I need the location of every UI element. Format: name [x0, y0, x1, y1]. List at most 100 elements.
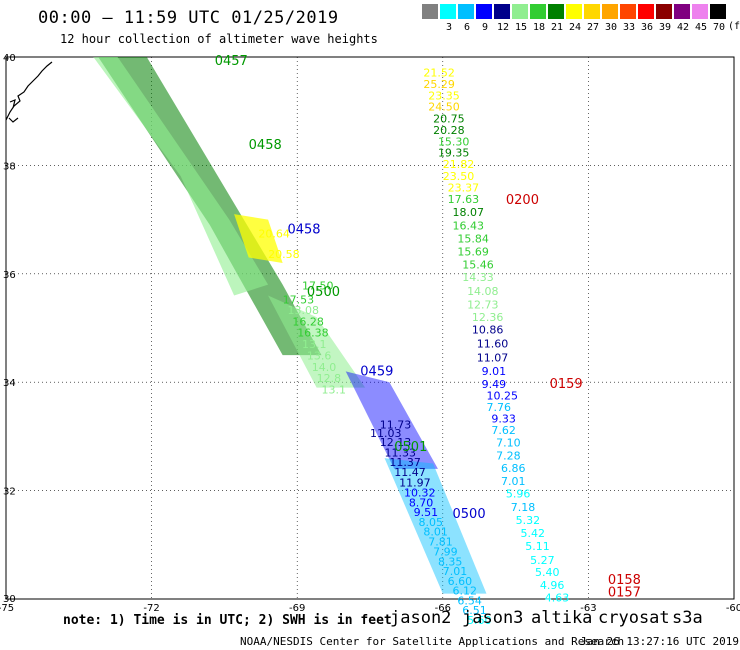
legend-label: 70 [712, 22, 726, 33]
legend-swatch [656, 4, 673, 19]
wave-height-label: 7.76 [486, 401, 511, 414]
legend-label: 27 [586, 22, 600, 33]
chart-subtitle: 12 hour collection of altimeter wave hei… [60, 32, 378, 46]
wave-height-label: 13.08 [287, 304, 319, 317]
wave-height-label: 14.0 [312, 361, 337, 374]
swath-band [268, 295, 366, 388]
y-tick-label: 36 [3, 270, 16, 281]
wave-height-label: 7.18 [511, 501, 536, 514]
legend-swatch [476, 4, 493, 19]
legend-swatch [620, 4, 637, 19]
legend-label: 12 [496, 22, 510, 33]
wave-height-label: 21.82 [443, 158, 475, 171]
wave-height-label: 8.01 [423, 526, 448, 539]
wave-height-label: 12.36 [472, 311, 504, 324]
legend-label: 39 [658, 22, 672, 33]
legend-s3a: s3a [672, 608, 703, 628]
track-time-label: 0458 [287, 223, 320, 238]
wave-height-label: 14.08 [467, 285, 499, 298]
wave-height-label: 11.47 [394, 466, 426, 479]
swath-band [345, 371, 438, 469]
wave-height-label: 11.97 [399, 476, 431, 489]
generated-timestamp: Jan 26 13:27:16 UTC 2019 [580, 635, 739, 648]
wave-height-label: 14.33 [462, 271, 494, 284]
wave-height-label: 17.53 [283, 294, 315, 307]
grid-lines [6, 57, 734, 599]
legend-swatch [674, 4, 691, 19]
wave-height-label: 7.01 [443, 565, 468, 578]
legend-swatch [548, 4, 565, 19]
wave-height-label: 11.73 [380, 418, 412, 431]
wave-height-label: 8.35 [438, 555, 463, 568]
legend-jason3: jason3 [462, 608, 524, 628]
legend-swatch [566, 4, 583, 19]
wave-height-label: 5.96 [506, 488, 530, 501]
wave-height-label: 13.1 [302, 338, 327, 351]
wave-height-label: 20.58 [268, 248, 300, 261]
wave-height-label: 5.42 [520, 527, 545, 540]
wave-height-label: 13.6 [307, 349, 332, 362]
swath-band [234, 214, 283, 263]
track-time-label: 0459 [360, 365, 393, 380]
wave-height-label: 5.11 [525, 540, 550, 553]
legend-label: 24 [568, 22, 582, 33]
wave-height-label: 5.40 [535, 566, 560, 579]
x-tick-label: -69 [289, 603, 305, 614]
legend-label: 9 [481, 22, 489, 33]
wave-height-label: 7.99 [433, 546, 458, 559]
legend-label: 15 [514, 22, 528, 33]
track-time-label: 0501 [394, 440, 427, 455]
wave-height-label: 11.60 [477, 338, 509, 351]
legend-label: 6 [463, 22, 471, 33]
wave-height-label: 6.60 [448, 575, 473, 588]
wave-height-label: 7.01 [501, 475, 526, 488]
legend-swatch [584, 4, 601, 19]
wave-height-label: 5.60 [467, 614, 492, 627]
wave-height-label: 7.62 [491, 424, 516, 437]
legend-unit: (ft) [728, 21, 740, 32]
track-time-label: 0159 [550, 377, 583, 392]
wave-height-label: 9.49 [482, 378, 507, 391]
y-tick-label: 30 [3, 594, 16, 605]
wave-height-label: 15.69 [457, 245, 489, 258]
wave-height-label: 9.33 [491, 412, 516, 425]
wave-height-label: 16.43 [453, 219, 485, 232]
y-tick-label: 32 [3, 487, 16, 498]
legend-jason2: jason2 [390, 608, 452, 628]
x-tick-label: -72 [143, 603, 159, 614]
track-time-label: 0457 [215, 54, 248, 69]
x-tick-label: -60 [726, 603, 740, 614]
x-tick-label: -66 [435, 603, 451, 614]
legend-swatch [458, 4, 475, 19]
wave-height-label: 9.51 [414, 506, 439, 519]
wave-height-label: 10.25 [486, 390, 517, 403]
plot-frame [5, 56, 735, 600]
wave-height-label: 23.35 [428, 89, 460, 102]
wave-height-label: 15.30 [438, 135, 470, 148]
wave-height-label: 20.75 [433, 113, 465, 126]
wave-height-label: 10.32 [404, 487, 436, 500]
legend-swatch [440, 4, 457, 19]
y-tick-label: 40 [3, 53, 16, 64]
legend-swatch [710, 4, 727, 19]
wave-height-label: 24.50 [428, 101, 460, 114]
wave-height-label: 10.86 [472, 323, 504, 336]
legend-cryosat: cryosat [598, 608, 670, 628]
wave-height-label: 6.51 [462, 604, 487, 617]
data-marks: 21.5225.2923.3524.5020.7520.2815.3019.35… [215, 54, 641, 627]
wave-height-label: 12.13 [380, 436, 412, 449]
wave-height-label: 18.07 [453, 206, 485, 219]
legend-label: 21 [550, 22, 564, 33]
legend-label: 33 [622, 22, 636, 33]
legend-label: 3 [445, 22, 453, 33]
wave-height-label: 23.37 [448, 181, 480, 194]
track-time-label: 0200 [506, 193, 539, 208]
wave-height-label: 11.07 [477, 352, 509, 365]
wave-height-label: 12.8 [317, 372, 342, 385]
swath-band [93, 57, 269, 296]
legend-swatch [638, 4, 655, 19]
track-time-label: 0158 [608, 573, 641, 588]
wave-height-label: 12.73 [467, 298, 499, 311]
legend-label: 18 [532, 22, 546, 33]
